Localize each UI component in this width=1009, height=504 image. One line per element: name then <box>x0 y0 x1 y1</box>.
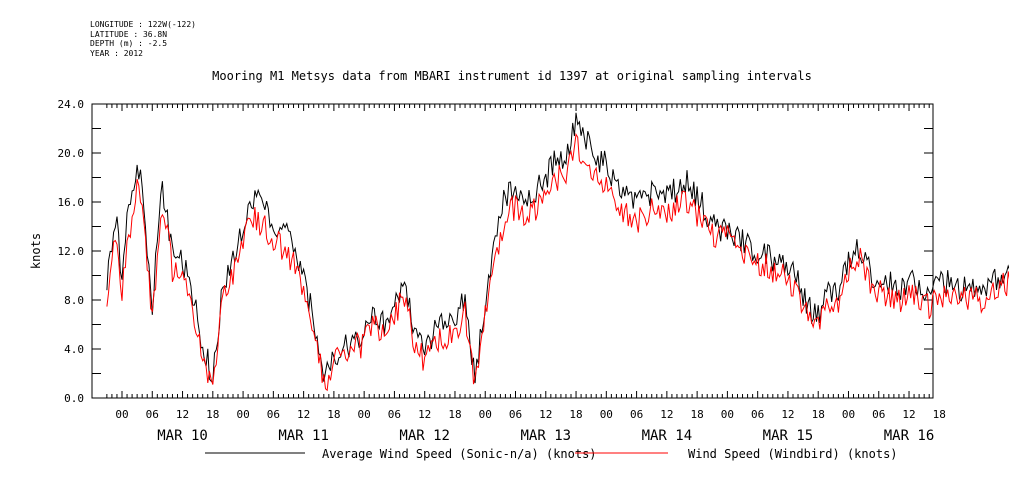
y-axis-ticks: 0.0 4.0 8.0 12.0 16.0 20.0 24.0 <box>58 98 933 405</box>
series-line-0 <box>106 112 1009 384</box>
x-day-label: MAR 11 <box>278 428 329 444</box>
y-tick-label: 4.0 <box>64 343 84 356</box>
x-hour-label: 06 <box>267 408 280 421</box>
x-hour-label: 06 <box>146 408 159 421</box>
x-hour-label: 18 <box>206 408 219 421</box>
x-day-label: MAR 16 <box>884 428 935 444</box>
x-hour-label: 06 <box>388 408 401 421</box>
series-line-1 <box>106 132 1009 392</box>
x-hour-label: 18 <box>569 408 582 421</box>
x-hour-label: 00 <box>358 408 371 421</box>
y-tick-label: 20.0 <box>58 147 85 160</box>
x-hour-label: 18 <box>327 408 340 421</box>
x-hour-label: 18 <box>448 408 461 421</box>
x-hour-label: 00 <box>600 408 613 421</box>
x-hour-label: 18 <box>691 408 704 421</box>
x-axis-ticks: 00 06 12 18 00 06 12 18 00 06 12 18 00 06 12 18 00 06 12 18… <box>106 104 946 444</box>
x-hour-label: 12 <box>660 408 673 421</box>
x-hour-label: 06 <box>630 408 643 421</box>
x-hour-label: 18 <box>812 408 825 421</box>
x-hour-label: 00 <box>721 408 734 421</box>
legend: Average Wind Speed (Sonic-n/a) (knots) W… <box>205 447 898 461</box>
station-metadata: LONGITUDE : 122W(-122) LATITUDE : 36.8N … <box>90 20 196 58</box>
x-hour-label: 06 <box>751 408 764 421</box>
x-hour-label: 12 <box>902 408 915 421</box>
y-tick-label: 16.0 <box>58 196 85 209</box>
x-hour-label: 00 <box>479 408 492 421</box>
x-hour-label: 12 <box>418 408 431 421</box>
x-day-label: MAR 10 <box>157 428 208 444</box>
x-day-label: MAR 14 <box>642 428 693 444</box>
x-hour-label: 06 <box>872 408 885 421</box>
legend-label-average: Average Wind Speed (Sonic-n/a) (knots) <box>322 447 597 461</box>
x-hour-label: 00 <box>115 408 128 421</box>
y-axis-label: knots <box>29 233 43 269</box>
x-hour-label: 12 <box>539 408 552 421</box>
x-hour-label: 18 <box>933 408 946 421</box>
x-day-label: MAR 13 <box>520 428 571 444</box>
x-day-label: MAR 15 <box>763 428 814 444</box>
y-tick-label: 8.0 <box>64 294 84 307</box>
x-day-label: MAR 12 <box>399 428 450 444</box>
x-hour-label: 12 <box>781 408 794 421</box>
x-hour-label: 00 <box>842 408 855 421</box>
x-hour-label: 12 <box>297 408 310 421</box>
y-tick-label: 0.0 <box>64 392 84 405</box>
year-text: YEAR : 2012 <box>90 48 143 58</box>
legend-label-windbird: Wind Speed (Windbird) (knots) <box>688 447 898 461</box>
x-hour-label: 06 <box>509 408 522 421</box>
x-hour-label: 12 <box>176 408 189 421</box>
plot-frame <box>91 103 934 399</box>
x-hour-label: 00 <box>236 408 249 421</box>
latitude-text: LATITUDE : 36.8N <box>90 29 168 39</box>
y-tick-label: 24.0 <box>58 98 85 111</box>
chart-title: Mooring M1 Metsys data from MBARI instru… <box>212 69 812 83</box>
longitude-text: LONGITUDE : 122W(-122) <box>90 20 196 29</box>
series-layer <box>106 112 1009 392</box>
depth-text: DEPTH (m) : -2.5 <box>90 39 168 48</box>
y-tick-label: 12.0 <box>58 245 85 258</box>
